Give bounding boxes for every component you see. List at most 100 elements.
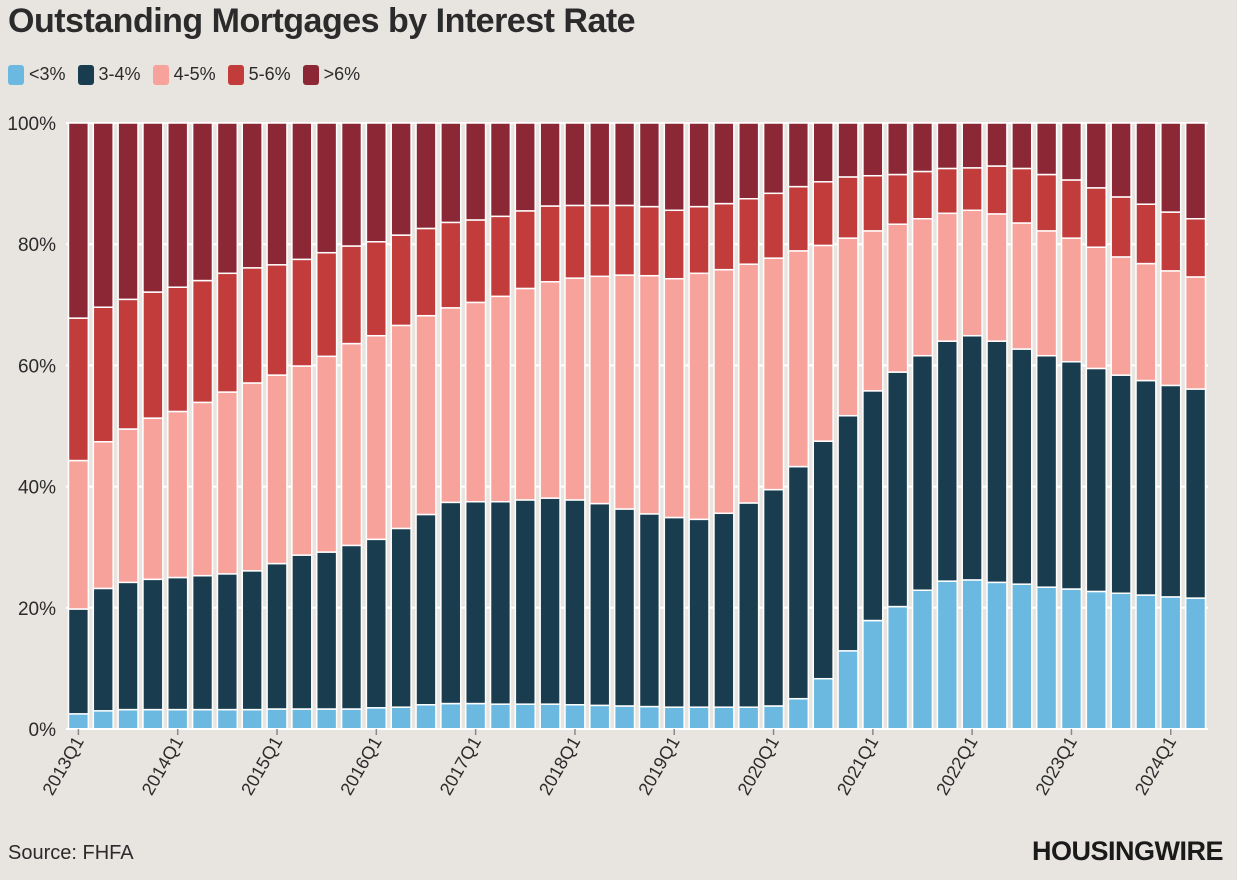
bar-segment: [663, 122, 685, 212]
bar-segment: [1011, 122, 1033, 170]
bar-segment: [1184, 597, 1207, 730]
bar-segment: [613, 508, 636, 707]
bar-segment: [92, 710, 114, 730]
bar-segment: [787, 697, 810, 730]
bar-segment: [67, 317, 90, 462]
x-tick-label: 2023Q1: [1032, 733, 1081, 798]
bar-segment: [837, 650, 859, 730]
bar-segment: [216, 708, 239, 730]
bar-segment: [539, 122, 561, 207]
bar-segment: [365, 122, 388, 243]
bar-segment: [489, 215, 512, 298]
bar-segment: [340, 708, 363, 730]
legend-label: >6%: [323, 64, 361, 84]
bar-segment: [539, 497, 561, 705]
bar-segment: [117, 708, 139, 730]
bar-segment: [837, 122, 859, 178]
bar-segment: [564, 122, 586, 207]
bar-segment: [539, 703, 561, 730]
bar-segment: [266, 374, 288, 565]
bar-segment: [390, 234, 412, 327]
bar-segment: [1035, 354, 1058, 588]
bar-segment: [167, 410, 189, 579]
bar-segment: [1135, 122, 1157, 205]
bar-segment: [415, 513, 437, 706]
bar-segment: [1184, 217, 1207, 278]
bar-segment: [1085, 246, 1107, 370]
bar-segment: [1011, 583, 1033, 730]
bar-segment: [862, 122, 884, 177]
bar-segment: [564, 499, 586, 706]
bar-segment: [1085, 590, 1107, 730]
bar-segment: [589, 704, 611, 730]
bar-segment: [266, 562, 288, 710]
legend-swatch: [152, 64, 169, 85]
bar-segment: [862, 230, 884, 392]
x-tick-label: 2016Q1: [336, 733, 385, 798]
bar-segment: [415, 704, 437, 730]
bar-segment: [738, 198, 760, 265]
bar-segment: [638, 205, 661, 277]
bar-segment: [589, 502, 611, 707]
bar-segment: [886, 173, 909, 225]
bar-segment: [936, 340, 959, 582]
bar-segment: [315, 708, 338, 730]
legend-label: 5-6%: [248, 64, 291, 84]
bar-segment: [291, 708, 313, 730]
bar-segment: [92, 587, 114, 712]
bar-segment: [1060, 122, 1083, 181]
bar-segment: [514, 499, 536, 705]
x-tick-label: 2018Q1: [535, 733, 584, 798]
bar-segment: [564, 704, 586, 730]
bar-segment: [787, 250, 810, 468]
bar-segment: [762, 192, 785, 259]
bar-segment: [1110, 374, 1132, 595]
bar-segment: [117, 581, 139, 711]
bar-segment: [936, 212, 959, 342]
bar-segment: [142, 122, 164, 293]
bar-segment: [638, 122, 661, 208]
bar-segment: [340, 544, 363, 710]
bar-segment: [1110, 256, 1132, 376]
bar-segment: [911, 170, 934, 220]
legend-label: 4-5%: [173, 64, 216, 84]
bar-segment: [142, 417, 164, 581]
bar-segment: [986, 581, 1008, 730]
bar-segment: [67, 122, 90, 319]
bar-segment: [1160, 270, 1182, 387]
bar-segment: [1060, 361, 1083, 590]
bar-segment: [340, 245, 363, 345]
bar-segment: [613, 122, 636, 207]
bar-segment: [638, 513, 661, 708]
bar-segment: [67, 459, 90, 610]
bar-segment: [961, 209, 983, 337]
x-tick-label: 2017Q1: [436, 733, 485, 798]
bar-segment: [340, 342, 363, 547]
bar-segment: [1085, 187, 1107, 248]
bar-segment: [539, 281, 561, 499]
bar-segment: [464, 702, 487, 730]
bar-segment: [1035, 122, 1058, 176]
bar-segment: [1160, 384, 1182, 598]
bar-segment: [961, 122, 983, 169]
bar-segment: [216, 272, 239, 393]
bar-segment: [812, 181, 834, 247]
bar-segment: [315, 551, 338, 710]
x-tick-label: 2014Q1: [138, 733, 187, 798]
bar-segment: [961, 167, 983, 212]
bar-segment: [117, 428, 139, 584]
bar-segment: [886, 371, 909, 608]
bar-segment: [1011, 348, 1033, 585]
bar-segment: [67, 608, 90, 715]
x-tick-label: 2013Q1: [39, 733, 88, 798]
bar-segment: [415, 227, 437, 317]
bar-segment: [315, 355, 338, 553]
bar-segment: [291, 365, 313, 556]
x-tick-label: 2021Q1: [833, 733, 882, 798]
bar-segment: [961, 579, 983, 730]
bar-segment: [986, 122, 1008, 167]
bar-segment: [713, 512, 735, 708]
bar-segment: [862, 174, 884, 232]
y-tick-label: 40%: [18, 478, 56, 499]
x-tick-label: 2015Q1: [237, 733, 286, 798]
